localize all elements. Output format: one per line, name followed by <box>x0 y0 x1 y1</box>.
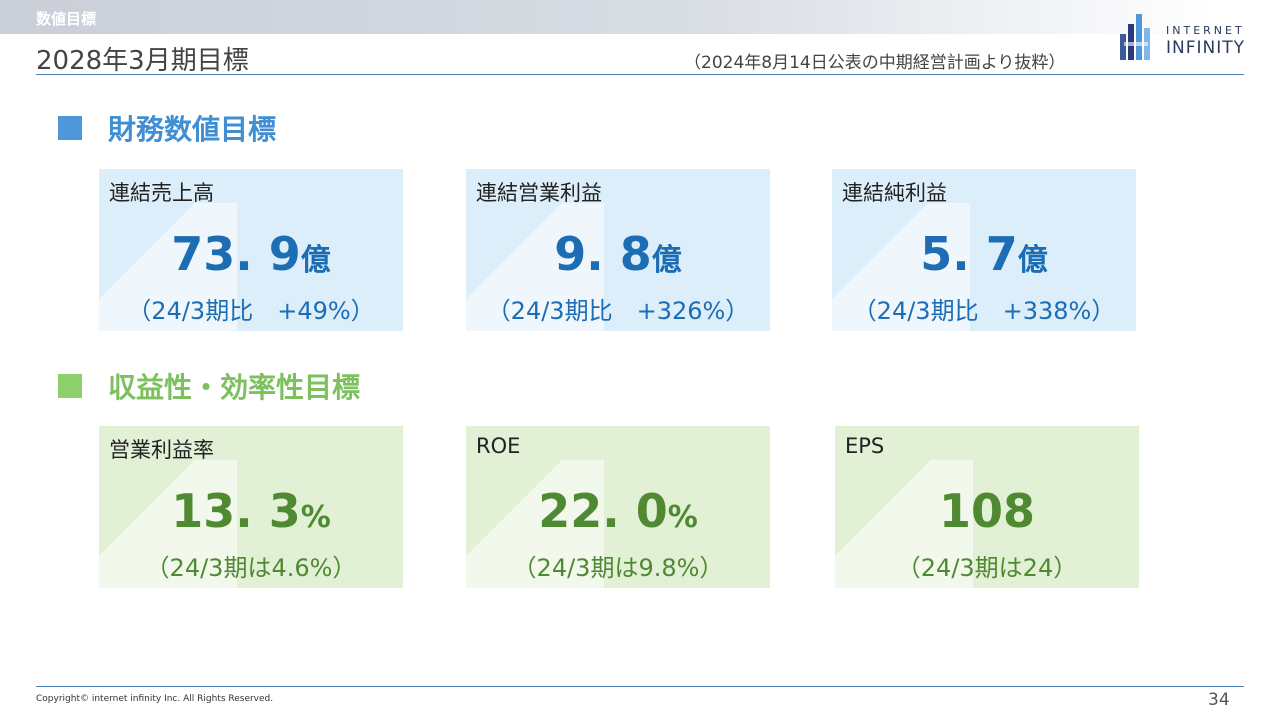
card-comparison: （24/3期比 +326%） <box>486 297 750 325</box>
logo-text-infinity: INFINITY <box>1166 38 1246 58</box>
logo-text-internet: INTERNET <box>1166 24 1245 37</box>
header-band <box>0 0 1280 34</box>
card-comparison: （24/3期比 +49%） <box>127 297 375 325</box>
card-label: 営業利益率 <box>109 438 214 462</box>
financial-heading-text: 財務数値目標 <box>108 113 277 146</box>
card-comparison: （24/3期は9.8%） <box>512 554 724 582</box>
card-consolidated-operating-profit: 連結営業利益 9. 8億 （24/3期比 +326%） <box>466 169 770 331</box>
arrow-icon <box>99 460 237 588</box>
efficiency-heading: 収益性・効率性目標 <box>58 366 360 406</box>
company-logo: INTERNET INFINITY <box>1118 12 1248 62</box>
section-label: 数値目標 <box>36 10 97 28</box>
card-eps: EPS 108 （24/3期は24） <box>835 426 1139 588</box>
page-number: 34 <box>1208 690 1230 710</box>
arrow-icon <box>466 203 604 331</box>
card-comparison: （24/3期は24） <box>896 554 1078 582</box>
efficiency-heading-text: 収益性・効率性目標 <box>108 371 361 404</box>
card-operating-margin: 営業利益率 13. 3% （24/3期は4.6%） <box>99 426 403 588</box>
card-value: 22. 0% <box>538 484 698 538</box>
card-label: EPS <box>845 434 885 458</box>
card-consolidated-net-profit: 連結純利益 5. 7億 （24/3期比 +338%） <box>832 169 1136 331</box>
title-divider <box>36 74 1244 75</box>
source-note: （2024年8月14日公表の中期経営計画より抜粋） <box>684 53 1066 73</box>
page-title: 2028年3月期目標 <box>36 46 249 76</box>
arrow-icon <box>99 203 237 331</box>
card-value: 9. 8億 <box>554 227 682 281</box>
card-label: 連結純利益 <box>842 181 947 205</box>
financial-heading: 財務数値目標 <box>58 108 276 148</box>
card-comparison: （24/3期比 +338%） <box>852 297 1116 325</box>
card-label: 連結売上高 <box>109 181 214 205</box>
arrow-icon <box>832 203 970 331</box>
arrow-icon <box>466 460 604 588</box>
copyright: Copyright© internet infinity Inc. All Ri… <box>36 694 274 704</box>
logo-mark-icon <box>1120 14 1150 60</box>
footer-divider <box>36 686 1244 687</box>
card-label: ROE <box>476 434 521 458</box>
card-value: 108 <box>938 484 1036 538</box>
heading-square-icon <box>58 116 82 140</box>
card-value: 5. 7億 <box>920 227 1048 281</box>
card-value: 73. 9億 <box>171 227 331 281</box>
card-comparison: （24/3期は4.6%） <box>145 554 357 582</box>
arrow-icon <box>835 460 973 588</box>
card-consolidated-sales: 連結売上高 73. 9億 （24/3期比 +49%） <box>99 169 403 331</box>
card-label: 連結営業利益 <box>476 181 602 205</box>
card-roe: ROE 22. 0% （24/3期は9.8%） <box>466 426 770 588</box>
heading-square-icon <box>58 374 82 398</box>
card-value: 13. 3% <box>171 484 331 538</box>
